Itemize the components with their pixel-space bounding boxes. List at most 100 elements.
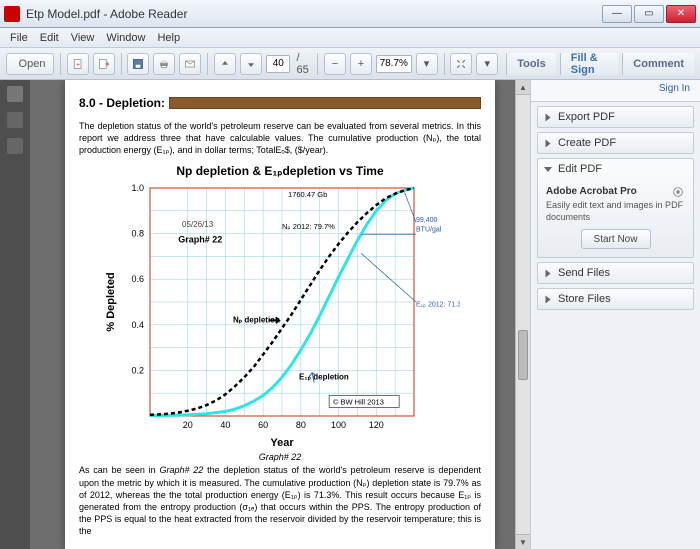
export-pdf-button[interactable] bbox=[93, 53, 115, 75]
chevron-right-icon bbox=[546, 269, 551, 277]
chevron-right-icon bbox=[546, 139, 551, 147]
main-area: 8.0 - Depletion: The depletion status of… bbox=[0, 80, 700, 549]
page-up-button[interactable] bbox=[214, 53, 236, 75]
zoom-out-button[interactable]: − bbox=[324, 53, 346, 75]
svg-text:BTU/gal: BTU/gal bbox=[416, 227, 442, 234]
scroll-thumb[interactable] bbox=[518, 330, 528, 380]
panel-export-pdf[interactable]: Export PDF bbox=[538, 107, 693, 127]
expand-icon bbox=[455, 58, 467, 70]
paragraph-2: As can be seen in Graph# 22 the depletio… bbox=[79, 464, 481, 537]
arrow-up-icon bbox=[219, 58, 231, 70]
paragraph-1: The depletion status of the world's petr… bbox=[79, 120, 481, 156]
svg-text:0.8: 0.8 bbox=[131, 229, 144, 239]
email-button[interactable] bbox=[179, 53, 201, 75]
scroll-down-arrow[interactable]: ▼ bbox=[516, 534, 530, 549]
svg-text:Year: Year bbox=[270, 437, 294, 449]
page-plus-icon: + bbox=[72, 58, 84, 70]
left-rail bbox=[0, 80, 30, 549]
disk-icon bbox=[132, 58, 144, 70]
read-mode-button[interactable] bbox=[450, 53, 472, 75]
zoom-dropdown[interactable]: ▾ bbox=[416, 53, 438, 75]
sign-in-link[interactable]: Sign In bbox=[531, 80, 700, 102]
svg-text:80: 80 bbox=[296, 420, 306, 430]
envelope-icon bbox=[184, 58, 196, 70]
bookmarks-icon[interactable] bbox=[7, 112, 23, 128]
menu-file[interactable]: File bbox=[4, 32, 34, 44]
close-button[interactable]: ✕ bbox=[666, 5, 696, 23]
scroll-up-arrow[interactable]: ▲ bbox=[516, 80, 530, 95]
svg-text:Graph# 22: Graph# 22 bbox=[178, 235, 222, 245]
minimize-button[interactable]: — bbox=[602, 5, 632, 23]
right-panel: Sign In Export PDF Create PDF Edit PDF A… bbox=[530, 80, 700, 549]
svg-text:E₁ₚ depletion: E₁ₚ depletion bbox=[299, 373, 349, 382]
chart-title: Np depletion & E₁ₚdepletion vs Time bbox=[100, 164, 460, 178]
svg-text:+: + bbox=[76, 61, 80, 68]
svg-text:E₁ₚ 2012: 71.3%: E₁ₚ 2012: 71.3% bbox=[416, 302, 460, 309]
svg-text:120: 120 bbox=[369, 420, 384, 430]
menu-help[interactable]: Help bbox=[151, 32, 186, 44]
tab-comment[interactable]: Comment bbox=[622, 53, 694, 75]
svg-text:100: 100 bbox=[331, 420, 346, 430]
chevron-down-icon bbox=[544, 167, 552, 172]
svg-text:1.0: 1.0 bbox=[131, 183, 144, 193]
titlebar: Etp Model.pdf - Adobe Reader — ▭ ✕ bbox=[0, 0, 700, 28]
open-button[interactable]: Open bbox=[6, 53, 54, 75]
vertical-scrollbar[interactable]: ▲ ▼ bbox=[515, 80, 530, 549]
settings-icon[interactable] bbox=[671, 185, 685, 199]
printer-icon bbox=[158, 58, 170, 70]
chart-caption: Graph# 22 bbox=[100, 452, 460, 462]
chevron-right-icon bbox=[546, 295, 551, 303]
svg-text:0.6: 0.6 bbox=[131, 275, 144, 285]
create-pdf-button[interactable]: + bbox=[67, 53, 89, 75]
pdf-page: 8.0 - Depletion: The depletion status of… bbox=[65, 80, 495, 549]
save-button[interactable] bbox=[127, 53, 149, 75]
panel-store-files[interactable]: Store Files bbox=[538, 289, 693, 309]
svg-text:% Depleted: % Depleted bbox=[105, 273, 117, 332]
zoom-input[interactable]: 78.7% bbox=[376, 55, 412, 73]
svg-text:1760.47 Gb: 1760.47 Gb bbox=[288, 191, 327, 200]
page-total: / 65 bbox=[294, 52, 311, 76]
panel-edit-body: Adobe Acrobat Pro Easily edit text and i… bbox=[538, 179, 693, 257]
svg-text:20: 20 bbox=[183, 420, 193, 430]
panel-send-files[interactable]: Send Files bbox=[538, 263, 693, 283]
svg-text:60: 60 bbox=[258, 420, 268, 430]
zoom-in-button[interactable]: + bbox=[350, 53, 372, 75]
tab-tools[interactable]: Tools bbox=[506, 53, 556, 75]
chevron-right-icon bbox=[546, 113, 551, 121]
document-viewport[interactable]: 8.0 - Depletion: The depletion status of… bbox=[30, 80, 530, 549]
svg-text:05/26/13: 05/26/13 bbox=[182, 220, 214, 229]
svg-text:99,400: 99,400 bbox=[416, 218, 438, 225]
start-now-button[interactable]: Start Now bbox=[581, 229, 651, 249]
menu-window[interactable]: Window bbox=[100, 32, 151, 44]
depletion-chart: 20 40 60 80 100 120 0.2 0.4 0.6 0.8 1.0 Year % Deple… bbox=[100, 180, 460, 450]
convert-icon bbox=[98, 58, 110, 70]
menubar: File Edit View Window Help bbox=[0, 28, 700, 48]
edit-heading: Adobe Acrobat Pro bbox=[546, 185, 685, 198]
print-button[interactable] bbox=[153, 53, 175, 75]
section-bar bbox=[169, 97, 481, 109]
window-title: Etp Model.pdf - Adobe Reader bbox=[26, 7, 602, 21]
svg-text:0.2: 0.2 bbox=[131, 366, 144, 376]
page-down-button[interactable] bbox=[240, 53, 262, 75]
svg-text:© BW Hill 2013: © BW Hill 2013 bbox=[333, 398, 384, 407]
section-heading: 8.0 - Depletion: bbox=[79, 96, 165, 110]
toolbar: Open + 40 / 65 − + 78.7% ▾ ▾ Tools Fill … bbox=[0, 48, 700, 80]
chart-container: Np depletion & E₁ₚdepletion vs Time 20 40… bbox=[100, 164, 460, 462]
attachments-icon[interactable] bbox=[7, 138, 23, 154]
menu-view[interactable]: View bbox=[65, 32, 101, 44]
edit-description: Easily edit text and images in PDF docum… bbox=[546, 200, 685, 223]
tab-fill-sign[interactable]: Fill & Sign bbox=[560, 53, 619, 75]
thumbnails-icon[interactable] bbox=[7, 86, 23, 102]
arrow-down-icon bbox=[245, 58, 257, 70]
app-icon bbox=[4, 6, 20, 22]
menu-edit[interactable]: Edit bbox=[34, 32, 65, 44]
panel-create-pdf[interactable]: Create PDF bbox=[538, 133, 693, 153]
maximize-button[interactable]: ▭ bbox=[634, 5, 664, 23]
panel-edit-pdf[interactable]: Edit PDF bbox=[538, 159, 693, 179]
toolbar-dropdown[interactable]: ▾ bbox=[476, 53, 498, 75]
svg-text:Nₚ 2012: 79.7%: Nₚ 2012: 79.7% bbox=[282, 222, 335, 231]
svg-text:40: 40 bbox=[220, 420, 230, 430]
svg-text:0.4: 0.4 bbox=[131, 320, 144, 330]
open-label: Open bbox=[19, 58, 46, 70]
page-number-input[interactable]: 40 bbox=[266, 55, 290, 73]
